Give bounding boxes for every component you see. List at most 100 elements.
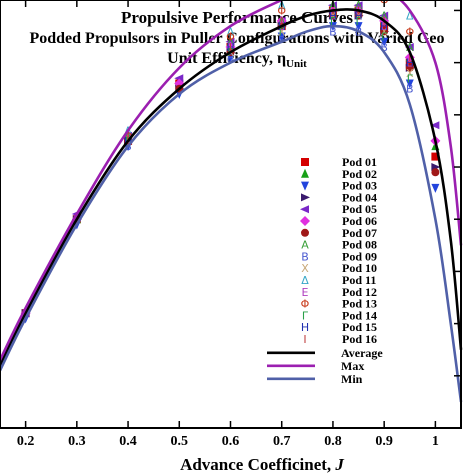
subtitle-efficiency-subscript: Unit xyxy=(286,58,307,70)
pod-10-point: X xyxy=(380,25,388,38)
pod-15-point: H xyxy=(406,57,414,70)
pod-03-point xyxy=(380,37,389,47)
x-tick-label: 0.4 xyxy=(119,434,137,449)
pod-07-point xyxy=(405,63,414,72)
average-curve xyxy=(0,8,463,366)
legend-item-pod-05: Pod 05 xyxy=(300,202,377,216)
legend-marker: X xyxy=(301,262,309,275)
pod-01-point xyxy=(405,58,414,67)
pod-12-point: E xyxy=(406,57,413,70)
pod-05-point xyxy=(404,42,414,51)
legend-marker xyxy=(301,181,309,191)
chart-title: Propulsive Performance Curves xyxy=(121,8,353,27)
pod-12-point: E xyxy=(381,20,388,33)
legend-item-pod-12: E Pod 12 xyxy=(302,285,377,299)
legend-marker: I xyxy=(303,333,306,346)
legend-label: Pod 03 xyxy=(342,179,377,193)
pod-14-point: Γ xyxy=(381,31,388,44)
legend-item-pod-13: Φ Pod 13 xyxy=(301,297,377,311)
pod-14-point: Γ xyxy=(330,15,337,28)
legend-item-pod-14: Γ Pod 14 xyxy=(302,308,377,322)
pod-08-point: A xyxy=(406,41,414,54)
pod-13-point: Φ xyxy=(405,25,414,38)
legend-item-pod-08: A Pod 08 xyxy=(301,238,377,252)
x-axis-label-text: Advance Coefficinet, xyxy=(180,455,335,474)
pod-10-point: X xyxy=(355,10,363,23)
legend-marker: H xyxy=(301,321,309,334)
legend-label: Pod 11 xyxy=(342,273,376,287)
legend-item-pod-06: Pod 06 xyxy=(300,214,377,228)
pod-08-point: A xyxy=(355,0,363,12)
chart-subtitle-efficiency: Unit Efficiency, ηUnit xyxy=(167,50,307,70)
pod-15-point: H xyxy=(354,10,362,23)
x-axis-label: Advance Coefficinet, J xyxy=(180,455,344,474)
x-tick-label: 1 xyxy=(432,434,439,449)
pod-07-point xyxy=(354,11,363,20)
pod-13-point: Φ xyxy=(277,4,286,17)
pod-03-point xyxy=(226,53,235,63)
pod-12-point: E xyxy=(329,10,336,23)
legend-item-pod-11: Δ Pod 11 xyxy=(301,273,376,287)
pod-01-point xyxy=(431,152,440,161)
legend-label: Pod 01 xyxy=(342,155,377,169)
legend-item-average: Average xyxy=(267,346,383,360)
x-tick-label: 0.6 xyxy=(222,434,240,449)
legend-marker xyxy=(301,158,309,166)
plot-area: AAAAAAABBBBBBBXXXXXXXΔΔΔΔΔΔΔEEEEEEEΦΦΦΦΦ… xyxy=(0,0,463,403)
pod-08-point: A xyxy=(227,36,235,49)
x-tick-label: 0.9 xyxy=(375,434,393,449)
pod-11-point: Δ xyxy=(406,10,414,23)
pod-09-point: B xyxy=(227,51,235,64)
legend-label: Pod 04 xyxy=(342,190,377,204)
pod-10-point: X xyxy=(329,10,337,23)
pod-12-point: E xyxy=(227,41,234,54)
pod-01-point xyxy=(380,22,389,31)
legend-item-pod-01: Pod 01 xyxy=(301,155,377,169)
pod-16-point: I xyxy=(280,15,283,28)
legend-label: Pod 08 xyxy=(342,238,377,252)
legend-item-pod-02: Pod 02 xyxy=(301,167,377,181)
legend-label: Pod 13 xyxy=(342,297,377,311)
legend-marker: Γ xyxy=(302,309,309,322)
legend-item-pod-15: H Pod 15 xyxy=(301,320,377,334)
subtitle-efficiency-text: Unit Efficiency, η xyxy=(167,50,286,67)
legend-marker: B xyxy=(301,250,309,263)
legend-item-min: Min xyxy=(267,372,363,386)
legend-label: Pod 06 xyxy=(342,214,377,228)
chart-subtitle: Podded Propulsors in Puller Configuratio… xyxy=(29,30,444,47)
pod-10-point: X xyxy=(278,25,286,38)
x-axis-ticks: 0.2 0.3 0.4 0.5 0.6 0.7 0.8 0.9 1 xyxy=(17,0,461,449)
legend-item-max: Max xyxy=(267,359,364,373)
pod-03-point xyxy=(354,22,363,32)
min-curve xyxy=(0,24,463,403)
pod-07-point xyxy=(328,11,337,20)
legend-label: Pod 14 xyxy=(342,308,377,322)
pod-16-point: I xyxy=(408,51,411,64)
x-tick-label: 0.5 xyxy=(171,434,189,449)
legend-label: Pod 09 xyxy=(342,249,377,263)
pod-09-point: B xyxy=(406,83,414,96)
pod-08-point: A xyxy=(124,130,132,143)
legend-label: Min xyxy=(341,372,363,386)
legend-marker xyxy=(300,205,309,214)
legend-item-pod-04: Pod 04 xyxy=(301,190,377,204)
pod-03-point xyxy=(431,183,440,193)
pod-03-point xyxy=(277,32,286,42)
legend-marker: Δ xyxy=(301,274,309,287)
legend-item-pod-16: I Pod 16 xyxy=(303,332,377,346)
legend-marker xyxy=(301,193,310,202)
pod-07-point xyxy=(380,27,389,36)
pod-09-point: B xyxy=(278,31,286,44)
legend-marker: E xyxy=(302,286,309,299)
pod-03-point xyxy=(405,79,414,89)
legend-label: Pod 02 xyxy=(342,167,377,181)
pod-15-point: H xyxy=(329,10,337,23)
legend-item-pod-03: Pod 03 xyxy=(301,179,377,193)
pod-14-point: Γ xyxy=(279,25,286,38)
legend-label: Max xyxy=(341,359,364,373)
pod-14-point: Γ xyxy=(355,15,362,28)
legend-marker xyxy=(300,216,310,226)
pod-13-point: Φ xyxy=(124,130,133,143)
